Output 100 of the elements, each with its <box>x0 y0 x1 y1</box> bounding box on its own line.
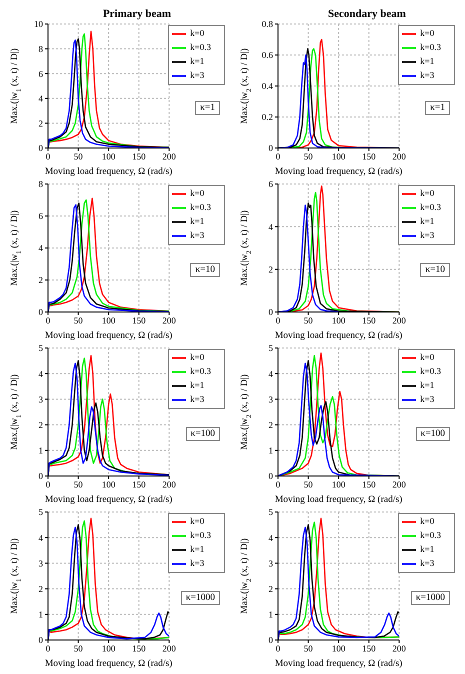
text: κ=1000 <box>410 591 450 606</box>
legend-label: k=0 <box>190 352 204 362</box>
y-tick-label: 0 <box>268 471 274 482</box>
x-axis-title: Moving load frequency, Ω (rad/s) <box>44 495 172 505</box>
legend-label: k=0.3 <box>190 42 211 52</box>
x-tick-label: 100 <box>102 643 116 654</box>
y-tick-label: 3 <box>268 394 274 404</box>
x-tick-label: 50 <box>74 151 84 162</box>
text: κ=1 <box>425 100 450 115</box>
x-tick-label: 0 <box>46 643 51 654</box>
y-tick-label: 4 <box>268 532 274 543</box>
x-tick-label: 50 <box>304 151 314 162</box>
y-tick-label: 0 <box>38 307 44 318</box>
chart-title: Primary beam <box>102 8 172 20</box>
y-tick-label: 2 <box>268 584 273 594</box>
x-tick-label: 100 <box>332 479 346 490</box>
legend-label: k=1 <box>420 380 434 390</box>
y-tick-label: 1 <box>268 446 273 456</box>
x-tick-label: 100 <box>332 315 346 326</box>
legend-label: k=1 <box>190 216 204 226</box>
y-tick-label: 0 <box>268 635 274 646</box>
x-tick-label: 150 <box>362 479 376 490</box>
y-tick-label: 10 <box>34 19 44 30</box>
y-tick-label: 4 <box>38 243 44 254</box>
y-tick-label: 4 <box>38 368 44 379</box>
legend-label: k=0.3 <box>190 366 211 376</box>
x-tick-label: 0 <box>276 151 281 162</box>
y-tick-label: 6 <box>38 68 44 79</box>
x-axis-title: Moving load frequency, Ω (rad/s) <box>274 659 402 669</box>
y-tick-label: 4 <box>268 368 274 379</box>
x-axis-title: Moving load frequency, Ω (rad/s) <box>274 331 402 341</box>
y-tick-label: 0 <box>38 635 44 646</box>
legend-label: k=1 <box>420 56 434 66</box>
legend-label: k=0 <box>190 516 204 526</box>
y-tick-label: 2 <box>38 584 43 594</box>
text: κ=100 <box>186 427 220 442</box>
legend-label: k=1 <box>420 544 434 554</box>
x-tick-label: 200 <box>392 479 406 490</box>
x-tick-label: 0 <box>46 151 51 162</box>
x-tick-label: 150 <box>132 643 146 654</box>
x-tick-label: 200 <box>392 643 406 654</box>
text: κ=10 <box>420 263 450 278</box>
y-tick-label: 5 <box>38 343 44 354</box>
y-tick-label: 5 <box>268 343 274 354</box>
y-tick-label: 2 <box>268 420 273 430</box>
x-tick-label: 50 <box>74 315 84 326</box>
legend-label: k=0.3 <box>420 366 441 376</box>
legend-label: k=3 <box>420 70 434 80</box>
legend-label: k=0 <box>420 516 434 526</box>
x-tick-label: 200 <box>392 315 406 326</box>
x-axis-title: Moving load frequency, Ω (rad/s) <box>274 167 402 177</box>
y-tick-label: 2 <box>268 264 273 275</box>
x-tick-label: 100 <box>102 315 116 326</box>
x-tick-label: 150 <box>132 479 146 490</box>
y-tick-label: 0 <box>268 307 274 318</box>
legend-label: k=0 <box>420 352 434 362</box>
x-axis-title: Moving load frequency, Ω (rad/s) <box>44 659 172 669</box>
legend-label: k=3 <box>420 558 434 568</box>
y-tick-label: 1 <box>38 446 43 456</box>
x-tick-label: 50 <box>74 643 84 654</box>
x-tick-label: 100 <box>102 479 116 490</box>
x-tick-label: 50 <box>304 315 314 326</box>
y-tick-label: 8 <box>38 44 44 54</box>
y-tick-label: 4 <box>268 222 274 232</box>
line-series <box>278 204 340 312</box>
x-tick-label: 150 <box>132 315 146 326</box>
legend-label: k=3 <box>190 394 204 404</box>
y-tick-label: 4 <box>38 94 44 104</box>
text: κ=1000 <box>180 591 220 606</box>
y-tick-label: 2 <box>38 118 43 128</box>
y-tick-label: 0 <box>38 143 44 154</box>
y-tick-label: 5 <box>38 507 44 518</box>
y-tick-label: 1 <box>268 610 273 620</box>
x-tick-label: 150 <box>362 315 376 326</box>
x-tick-label: 200 <box>392 151 406 162</box>
legend-label: k=3 <box>190 558 204 568</box>
x-tick-label: 150 <box>362 643 376 654</box>
x-tick-label: 150 <box>132 151 146 162</box>
y-tick-label: 2 <box>38 275 43 286</box>
y-tick-label: 6 <box>268 179 274 190</box>
legend-label: k=3 <box>190 70 204 80</box>
x-tick-label: 200 <box>162 151 176 162</box>
text: κ=10 <box>190 263 220 278</box>
y-tick-label: 4 <box>38 532 44 543</box>
y-tick-label: 0.4 <box>262 81 274 92</box>
y-tick-label: 3 <box>268 558 274 568</box>
legend-label: k=0.3 <box>420 42 441 52</box>
legend-label: k=1 <box>420 216 434 226</box>
x-tick-label: 0 <box>46 479 51 490</box>
y-tick-label: 3 <box>38 558 44 568</box>
legend-label: k=1 <box>190 544 204 554</box>
x-tick-label: 50 <box>304 479 314 490</box>
x-tick-label: 100 <box>102 151 116 162</box>
legend-label: k=0 <box>420 188 434 198</box>
x-tick-label: 150 <box>362 151 376 162</box>
legend-label: k=0.3 <box>190 202 211 212</box>
text: κ=1 <box>195 100 220 115</box>
y-tick-label: 8 <box>38 179 44 190</box>
y-tick-label: 0 <box>268 143 274 154</box>
legend-label: k=1 <box>190 380 204 390</box>
